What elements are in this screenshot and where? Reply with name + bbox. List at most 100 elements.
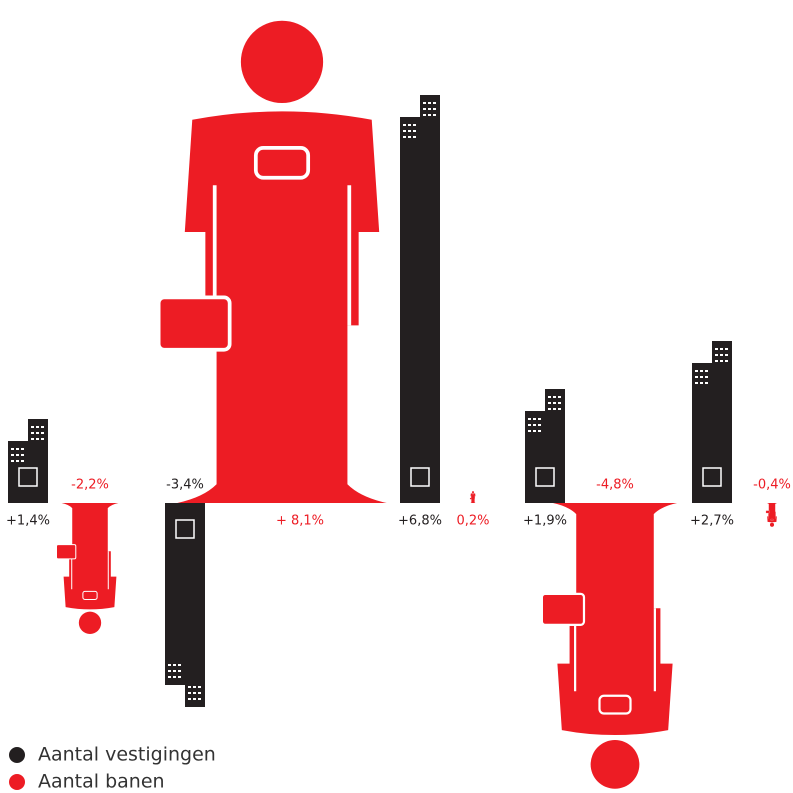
window [538,430,541,432]
person-body [766,503,778,523]
window [423,108,426,110]
person-head [78,611,102,634]
window [41,438,44,440]
sector-icon [18,467,38,487]
window [558,396,561,398]
window [11,460,14,462]
sector-icon [175,519,195,539]
window [413,136,416,138]
window [198,698,201,700]
building-shape [692,341,732,503]
window [178,664,181,666]
window [428,102,431,104]
window [173,664,176,666]
legend-swatch [9,774,25,790]
window [41,432,44,434]
window [178,676,181,678]
window [403,130,406,132]
window [403,136,406,138]
person-bar [540,503,678,789]
window [178,670,181,672]
window [21,454,24,456]
window [538,418,541,420]
value-label: +2,7% [690,514,734,529]
window [433,114,436,116]
window [433,102,436,104]
briefcase [540,592,586,626]
window [528,424,531,426]
briefcase [156,295,232,352]
window [700,382,703,384]
value-label: -4,8% [596,478,634,493]
window [433,108,436,110]
briefcase [469,497,472,500]
sector-icon [535,467,555,487]
window [533,424,536,426]
window [168,670,171,672]
building-shape [165,503,205,707]
window [725,348,728,350]
window [553,402,556,404]
window [408,124,411,126]
window [16,460,19,462]
sector-icon [770,518,774,521]
window [700,376,703,378]
window [725,360,728,362]
window [36,426,39,428]
window [31,426,34,428]
window [188,692,191,694]
window [715,348,718,350]
value-label: -3,4% [166,478,204,493]
building-bar [8,419,48,503]
person-bar [55,503,119,634]
value-label: + 8,1% [276,514,324,529]
building-bar [525,389,565,503]
sector-icon [598,694,632,715]
sector-icon [410,467,430,487]
value-label: +6,8% [398,514,442,529]
window [403,124,406,126]
window [553,396,556,398]
window [31,438,34,440]
window [553,408,556,410]
legend-label: Aantal vestigingen [38,744,216,766]
person-head [590,740,640,789]
window [173,670,176,672]
window [528,430,531,432]
value-label: +1,4% [6,514,50,529]
window [41,426,44,428]
window [715,360,718,362]
window [715,354,718,356]
window [695,370,698,372]
window [720,354,723,356]
legend-swatch [9,747,25,763]
window [695,376,698,378]
person-body [61,503,119,610]
person-body [177,111,387,504]
window [423,102,426,104]
sector-icon [702,467,722,487]
window [193,698,196,700]
window [31,432,34,434]
value-label: -2,2% [71,478,109,493]
window [36,432,39,434]
person-head [471,491,475,494]
building-shape [525,389,565,503]
sector-icon [472,494,474,496]
window [423,114,426,116]
window [558,408,561,410]
person-head [240,20,324,103]
window [705,382,708,384]
window [198,686,201,688]
window [408,130,411,132]
building-bar [400,95,440,503]
person-bar [156,20,387,504]
building-bar [165,503,205,707]
window [408,136,411,138]
window [11,454,14,456]
window [705,370,708,372]
window [528,418,531,420]
window [533,418,536,420]
window [695,382,698,384]
